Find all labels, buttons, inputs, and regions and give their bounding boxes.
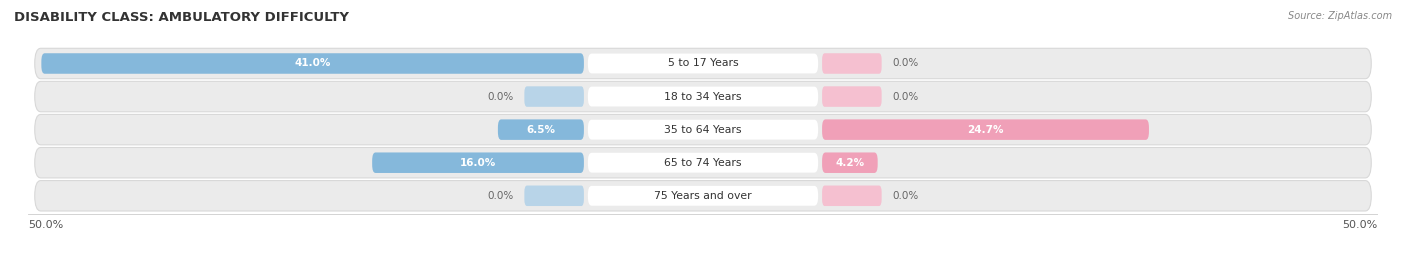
FancyBboxPatch shape (35, 81, 1371, 112)
Text: 75 Years and over: 75 Years and over (654, 191, 752, 201)
FancyBboxPatch shape (498, 119, 583, 140)
Text: DISABILITY CLASS: AMBULATORY DIFFICULTY: DISABILITY CLASS: AMBULATORY DIFFICULTY (14, 11, 349, 24)
FancyBboxPatch shape (524, 186, 583, 206)
Text: 0.0%: 0.0% (488, 91, 513, 102)
FancyBboxPatch shape (35, 180, 1371, 211)
Text: 24.7%: 24.7% (967, 125, 1004, 135)
Text: 35 to 64 Years: 35 to 64 Years (664, 125, 742, 135)
Text: 65 to 74 Years: 65 to 74 Years (664, 158, 742, 168)
Text: Source: ZipAtlas.com: Source: ZipAtlas.com (1288, 11, 1392, 21)
FancyBboxPatch shape (588, 186, 818, 206)
FancyBboxPatch shape (35, 114, 1371, 145)
FancyBboxPatch shape (823, 119, 1149, 140)
Text: 16.0%: 16.0% (460, 158, 496, 168)
Text: 50.0%: 50.0% (1343, 220, 1378, 229)
Text: 5 to 17 Years: 5 to 17 Years (668, 58, 738, 69)
Text: 0.0%: 0.0% (893, 91, 918, 102)
FancyBboxPatch shape (588, 54, 818, 73)
FancyBboxPatch shape (823, 86, 882, 107)
Text: 0.0%: 0.0% (893, 191, 918, 201)
FancyBboxPatch shape (41, 53, 583, 74)
FancyBboxPatch shape (588, 87, 818, 107)
Text: 50.0%: 50.0% (28, 220, 63, 229)
FancyBboxPatch shape (524, 86, 583, 107)
Text: 41.0%: 41.0% (294, 58, 330, 69)
FancyBboxPatch shape (588, 153, 818, 173)
Text: 4.2%: 4.2% (835, 158, 865, 168)
FancyBboxPatch shape (35, 147, 1371, 178)
FancyBboxPatch shape (823, 186, 882, 206)
Text: 0.0%: 0.0% (893, 58, 918, 69)
Text: 18 to 34 Years: 18 to 34 Years (664, 91, 742, 102)
FancyBboxPatch shape (373, 153, 583, 173)
FancyBboxPatch shape (823, 53, 882, 74)
FancyBboxPatch shape (35, 48, 1371, 79)
FancyBboxPatch shape (588, 120, 818, 140)
FancyBboxPatch shape (823, 153, 877, 173)
Text: 6.5%: 6.5% (526, 125, 555, 135)
Text: 0.0%: 0.0% (488, 191, 513, 201)
